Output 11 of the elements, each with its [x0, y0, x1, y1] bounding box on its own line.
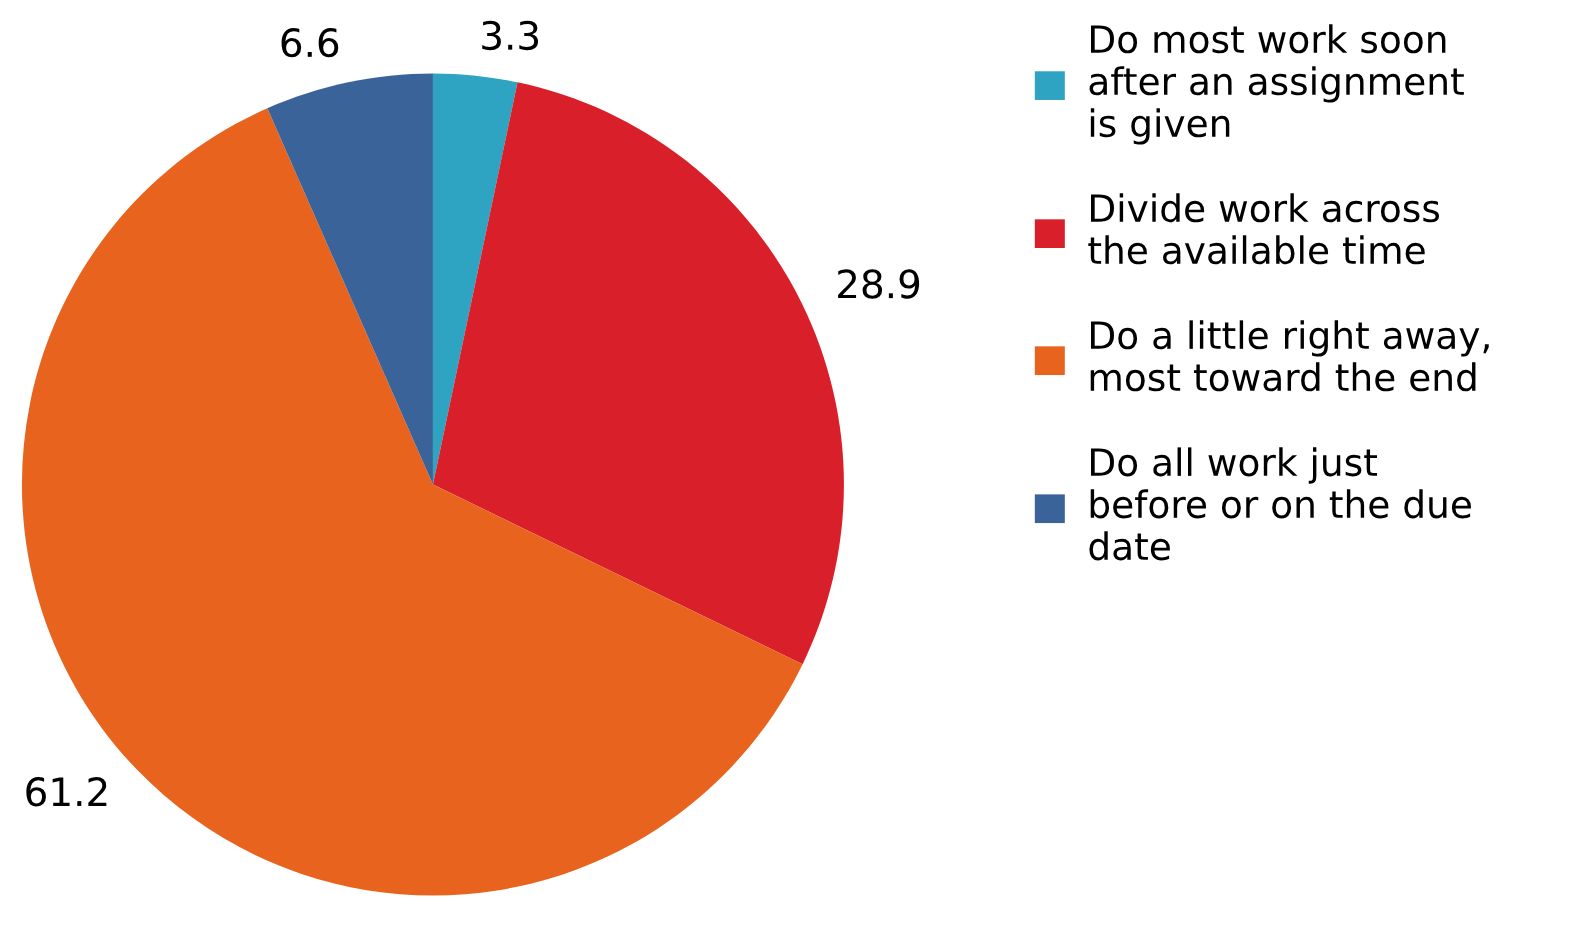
data-label: 3.3 — [482, 20, 539, 51]
legend-label: Do a little right away, most toward the end — [1090, 320, 1489, 392]
data-label: 6.6 — [281, 27, 339, 58]
legend-label: Do all work just before or on the due date — [1089, 447, 1471, 561]
pie-slice — [432, 73, 518, 485]
pie-slice — [267, 73, 433, 485]
data-label: 28.9 — [838, 269, 920, 299]
data-label: 61.2 — [26, 777, 107, 807]
legend-label: Do most work soon after an assignment is given — [1089, 24, 1464, 145]
pie-slice — [21, 108, 803, 896]
legend-label: Divide work across the available time — [1088, 193, 1440, 265]
